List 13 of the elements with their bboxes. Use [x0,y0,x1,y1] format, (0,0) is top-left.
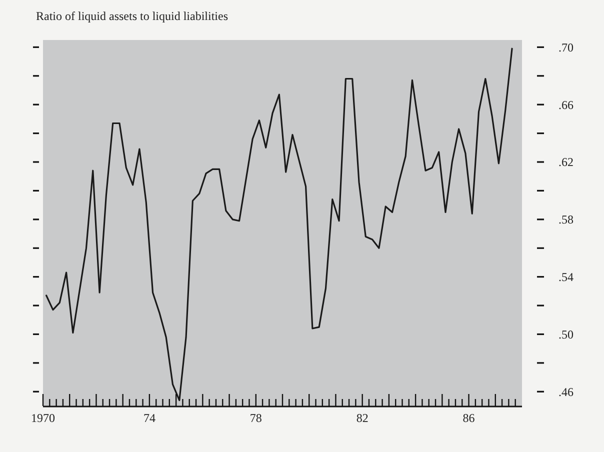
chart-title: Ratio of liquid assets to liquid liabilities [36,9,228,23]
x-tick-label: 82 [356,411,368,425]
y-tick-label: .66 [558,98,574,112]
y-tick-label: .62 [558,155,574,170]
y-tick-label: .46 [558,384,574,399]
y-tick-label: .50 [558,327,574,342]
x-tick-label: 1970 [31,411,55,425]
y-tick-label: .70 [558,40,574,54]
x-tick-label: 86 [462,411,475,425]
y-tick-label: .54 [558,270,574,284]
x-tick-label: 74 [143,411,156,425]
y-tick-label: .58 [558,212,574,227]
x-tick-label: 78 [250,411,262,425]
